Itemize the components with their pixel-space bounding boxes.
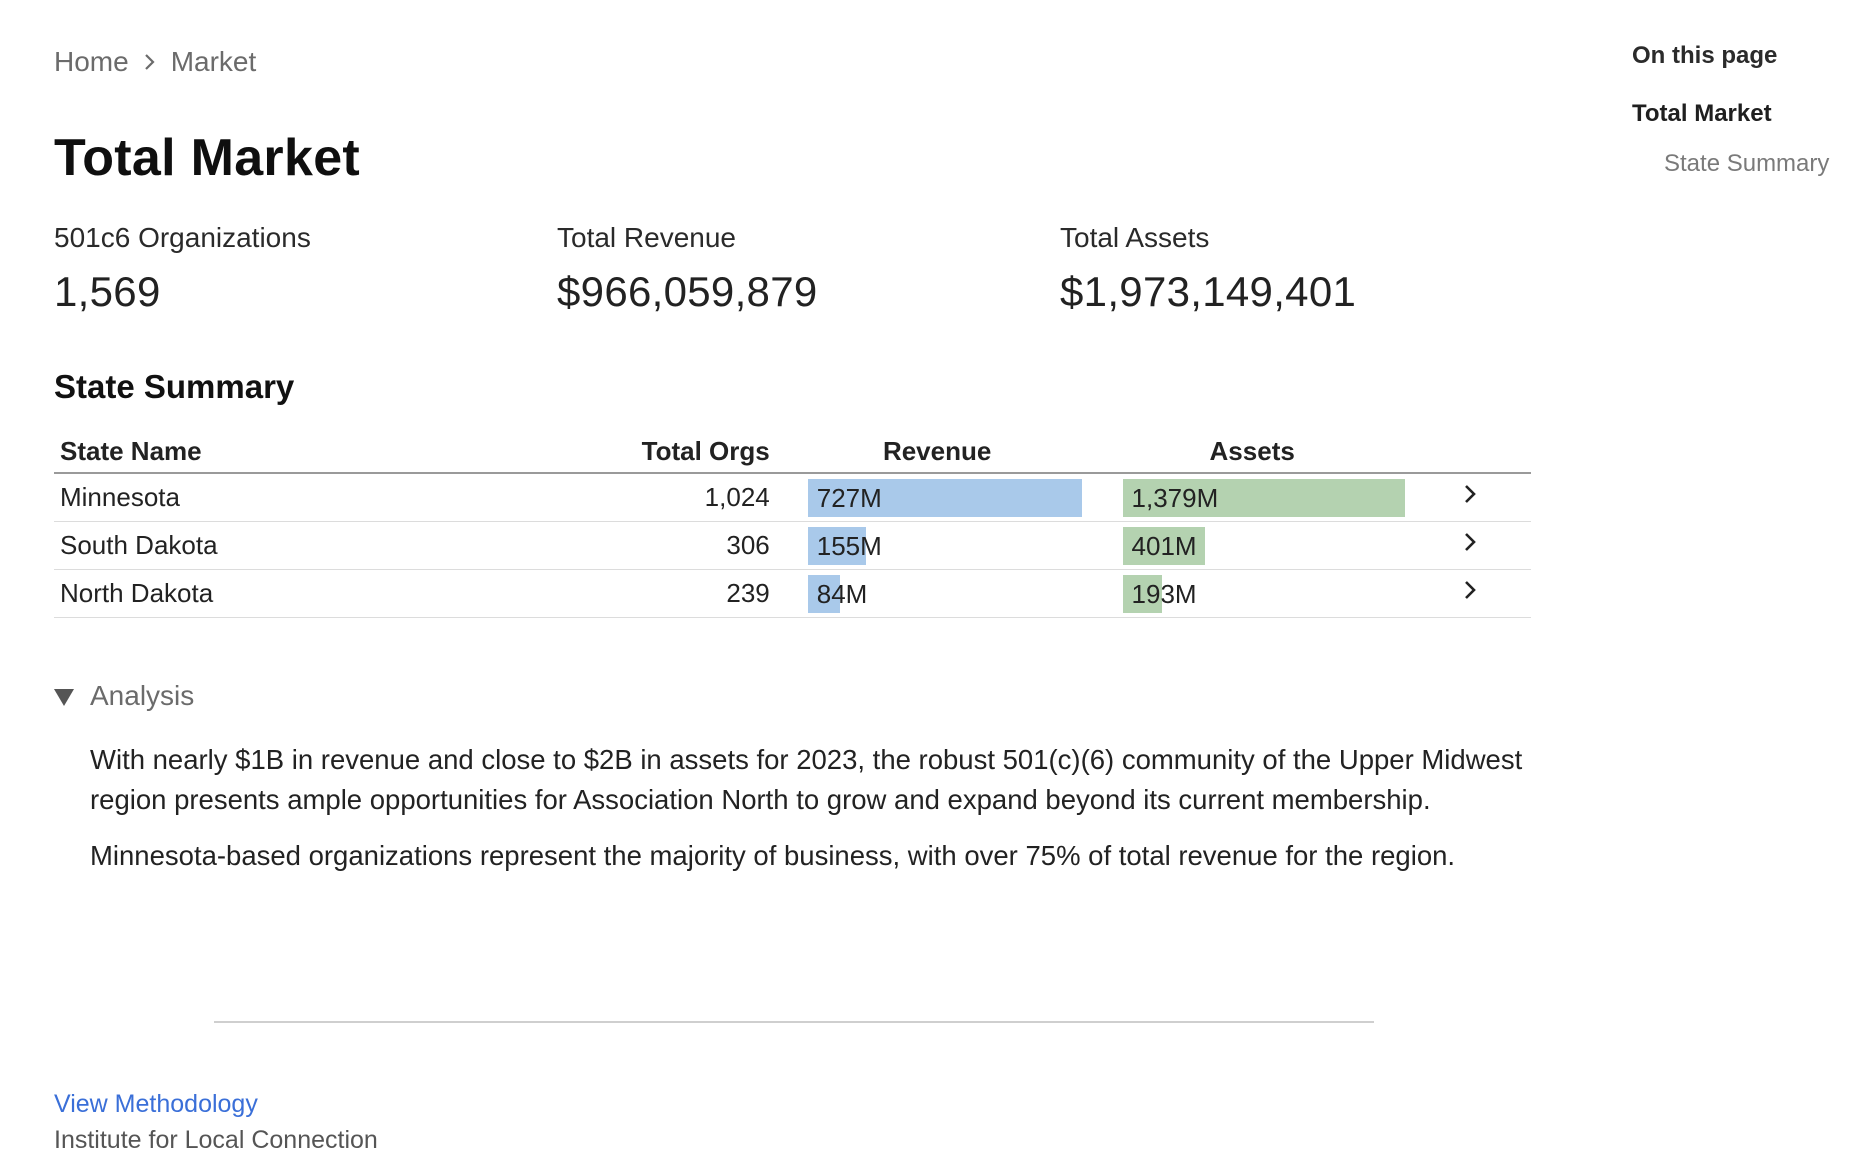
divider bbox=[214, 1021, 1374, 1023]
row-chevron-icon[interactable] bbox=[1409, 521, 1531, 570]
table-header-row: State Name Total Orgs Revenue Assets bbox=[54, 430, 1531, 474]
kpi-organizations: 501c6 Organizations 1,569 bbox=[54, 222, 557, 316]
toc-item-total-market[interactable]: Total Market bbox=[1632, 100, 1772, 127]
cell-state-name: South Dakota bbox=[54, 521, 619, 570]
cell-revenue: 84M bbox=[779, 569, 1095, 618]
breadcrumb-current: Market bbox=[170, 46, 257, 77]
page-title: Total Market bbox=[54, 129, 361, 187]
analysis-summary-label: Analysis bbox=[90, 680, 195, 711]
table-row[interactable]: North Dakota 239 84M 193M bbox=[54, 569, 1531, 618]
triangle-down-icon bbox=[54, 688, 74, 706]
assets-bar-track: 401M bbox=[1122, 526, 1404, 565]
kpi-label: Total Revenue bbox=[557, 222, 737, 253]
kpi-row: 501c6 Organizations 1,569 Total Revenue … bbox=[54, 222, 1563, 316]
analysis-body: With nearly $1B in revenue and close to … bbox=[90, 740, 1570, 892]
state-summary-table: State Name Total Orgs Revenue Assets Min… bbox=[54, 430, 1531, 618]
kpi-value: 1,569 bbox=[54, 268, 161, 315]
revenue-bar-track: 155M bbox=[807, 526, 1089, 565]
cell-total-orgs: 306 bbox=[618, 521, 780, 570]
row-chevron-icon[interactable] bbox=[1409, 569, 1531, 618]
revenue-bar bbox=[807, 478, 1082, 517]
header-assets[interactable]: Assets bbox=[1094, 430, 1410, 474]
analysis-toggle[interactable]: Analysis bbox=[54, 680, 194, 712]
cell-assets: 1,379M bbox=[1094, 473, 1410, 522]
kpi-total-assets: Total Assets $1,973,149,401 bbox=[1060, 222, 1563, 316]
header-state-name[interactable]: State Name bbox=[54, 430, 619, 474]
on-this-page-toc: On this page Total Market State Summary bbox=[1632, 42, 1862, 178]
kpi-total-revenue: Total Revenue $966,059,879 bbox=[557, 222, 1060, 316]
footer-text: Institute for Local Connection bbox=[54, 1126, 378, 1154]
kpi-value: $1,973,149,401 bbox=[1060, 268, 1357, 315]
chevron-right-icon bbox=[143, 52, 157, 72]
table-row[interactable]: South Dakota 306 155M 401M bbox=[54, 521, 1531, 570]
kpi-label: Total Assets bbox=[1060, 222, 1210, 253]
header-revenue[interactable]: Revenue bbox=[779, 430, 1095, 474]
assets-bar bbox=[1122, 526, 1205, 565]
header-actions bbox=[1409, 430, 1531, 474]
assets-bar-label: 1,379M bbox=[1131, 482, 1219, 513]
cell-revenue: 727M bbox=[779, 473, 1095, 522]
assets-bar-track: 193M bbox=[1122, 574, 1404, 613]
analysis-paragraph: Minnesota-based organizations represent … bbox=[90, 840, 1456, 871]
assets-bar bbox=[1122, 478, 1405, 517]
cell-state-name: Minnesota bbox=[54, 473, 619, 522]
cell-assets: 401M bbox=[1094, 521, 1410, 570]
kpi-value: $966,059,879 bbox=[557, 268, 818, 315]
view-methodology-link[interactable]: View Methodology bbox=[54, 1090, 258, 1118]
revenue-bar bbox=[807, 526, 866, 565]
toc-item-state-summary[interactable]: State Summary bbox=[1664, 150, 1830, 177]
cell-total-orgs: 1,024 bbox=[618, 473, 780, 522]
header-total-orgs[interactable]: Total Orgs bbox=[618, 430, 780, 474]
revenue-bar-label: 155M bbox=[816, 530, 882, 561]
cell-total-orgs: 239 bbox=[618, 569, 780, 618]
cell-state-name: North Dakota bbox=[54, 569, 619, 618]
state-summary-heading: State Summary bbox=[54, 368, 295, 405]
revenue-bar-track: 727M bbox=[807, 478, 1089, 517]
kpi-label: 501c6 Organizations bbox=[54, 222, 311, 253]
revenue-bar bbox=[807, 574, 840, 613]
assets-bar-label: 401M bbox=[1131, 530, 1197, 561]
cell-revenue: 155M bbox=[779, 521, 1095, 570]
revenue-bar-label: 727M bbox=[816, 482, 882, 513]
assets-bar-label: 193M bbox=[1131, 578, 1197, 609]
toc-title: On this page bbox=[1632, 42, 1778, 69]
assets-bar bbox=[1122, 574, 1162, 613]
revenue-bar-track: 84M bbox=[807, 574, 1089, 613]
table-row[interactable]: Minnesota 1,024 727M 1,379M bbox=[54, 473, 1531, 522]
breadcrumb: Home Market bbox=[54, 46, 256, 78]
assets-bar-track: 1,379M bbox=[1122, 478, 1405, 517]
cell-assets: 193M bbox=[1094, 569, 1410, 618]
breadcrumb-home-link[interactable]: Home bbox=[54, 46, 129, 77]
revenue-bar-label: 84M bbox=[816, 578, 868, 609]
analysis-paragraph: With nearly $1B in revenue and close to … bbox=[90, 744, 1523, 815]
row-chevron-icon[interactable] bbox=[1409, 473, 1531, 522]
